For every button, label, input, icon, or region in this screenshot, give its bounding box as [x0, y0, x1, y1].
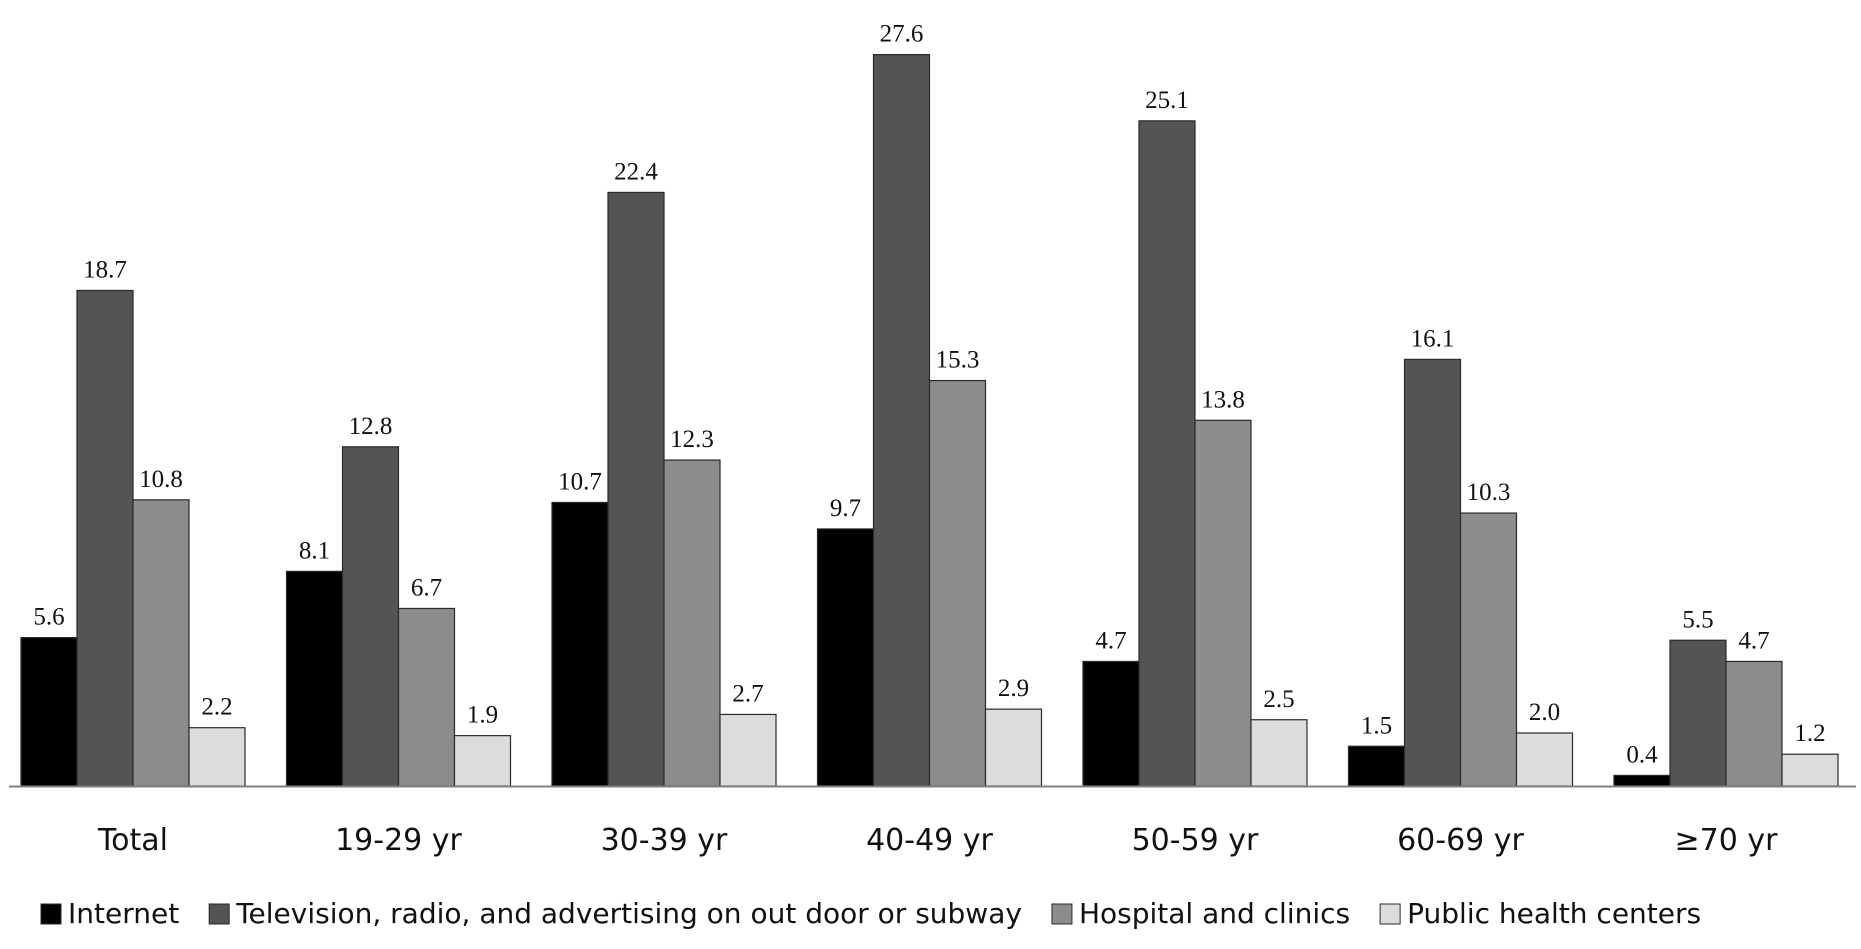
- value-label-public-health-centers-19-29-yr: 1.9: [467, 702, 498, 729]
- bar-internet-total: [20, 636, 78, 787]
- legend-swatch-public-health-centers: [1379, 903, 1401, 925]
- value-label-hospital-and-clinics-60-69-yr: 10.3: [1467, 479, 1511, 506]
- value-label-television-radio-and-advertising-on-out-door-or-subway-30-39-yr: 22.4: [614, 158, 658, 185]
- bar-hospital-and-clinics-40-49-yr: [928, 379, 987, 787]
- value-label-hospital-and-clinics-40-49-yr: 15.3: [936, 347, 980, 374]
- bar-internet-40-49-yr: [816, 528, 875, 787]
- bar-public-health-centers-40-49-yr: [984, 708, 1043, 787]
- value-label-public-health-centers-40-49-yr: 2.9: [998, 675, 1029, 702]
- legend-label-internet: Internet: [68, 897, 179, 930]
- bar-television-radio-and-advertising-on-out-door-or-subway-60-69-yr: [1403, 358, 1462, 787]
- value-label-public-health-centers-50-59-yr: 2.5: [1263, 686, 1294, 713]
- bar-television-radio-and-advertising-on-out-door-or-subway-19-29-yr: [341, 446, 400, 787]
- legend-label-television-radio-and-advertising-on-out-door-or-subway: Television, radio, and advertising on ou…: [235, 897, 1022, 930]
- value-label-television-radio-and-advertising-on-out-door-or-subway-60-69-yr: 16.1: [1411, 325, 1455, 352]
- bar-television-radio-and-advertising-on-out-door-or-subway-30-39-yr: [607, 191, 665, 787]
- bar-hospital-and-clinics-50-59-yr: [1194, 419, 1252, 787]
- category-label-30-39-yr: 30-39 yr: [601, 823, 728, 858]
- value-label-internet-ge70-yr: 0.4: [1626, 741, 1658, 768]
- bar-television-radio-and-advertising-on-out-door-or-subway-40-49-yr: [872, 53, 931, 787]
- bar-hospital-and-clinics-30-39-yr: [663, 459, 721, 787]
- value-label-television-radio-and-advertising-on-out-door-or-subway-19-29-yr: 12.8: [349, 413, 393, 440]
- legend-label-public-health-centers: Public health centers: [1407, 897, 1701, 930]
- bar-internet-60-69-yr: [1347, 745, 1406, 787]
- value-label-television-radio-and-advertising-on-out-door-or-subway-40-49-yr: 27.6: [880, 21, 924, 48]
- value-label-internet-19-29-yr: 8.1: [299, 537, 330, 564]
- category-label-60-69-yr: 60-69 yr: [1397, 823, 1524, 858]
- value-label-public-health-centers-total: 2.2: [201, 694, 232, 721]
- value-label-hospital-and-clinics-19-29-yr: 6.7: [411, 574, 442, 601]
- bar-hospital-and-clinics-ge70-yr: [1725, 660, 1783, 787]
- bar-internet-50-59-yr: [1082, 660, 1140, 787]
- value-label-public-health-centers-30-39-yr: 2.7: [732, 680, 763, 707]
- category-label-total: Total: [97, 823, 168, 858]
- bar-public-health-centers-60-69-yr: [1515, 732, 1574, 787]
- value-label-television-radio-and-advertising-on-out-door-or-subway-total: 18.7: [83, 256, 127, 283]
- value-label-internet-total: 5.6: [33, 604, 64, 631]
- bar-internet-30-39-yr: [551, 501, 609, 787]
- bar-television-radio-and-advertising-on-out-door-or-subway-total: [76, 289, 134, 787]
- value-label-internet-50-59-yr: 4.7: [1095, 627, 1126, 654]
- bar-hospital-and-clinics-total: [132, 499, 190, 787]
- value-label-public-health-centers-ge70-yr: 1.2: [1794, 720, 1825, 747]
- category-label-19-29-yr: 19-29 yr: [335, 823, 462, 858]
- value-label-hospital-and-clinics-30-39-yr: 12.3: [670, 426, 714, 453]
- bars-group: [20, 53, 1839, 787]
- category-labels-group: Total 19-29 yr 30-39 yr 40-49 yr 50-59 yr 60-…: [97, 823, 1778, 858]
- value-label-television-radio-and-advertising-on-out-door-or-subway-ge70-yr: 5.5: [1682, 606, 1713, 633]
- bar-hospital-and-clinics-19-29-yr: [397, 607, 456, 787]
- value-label-hospital-and-clinics-ge70-yr: 4.7: [1738, 627, 1769, 654]
- value-label-internet-30-39-yr: 10.7: [558, 468, 602, 495]
- legend-swatch-hospital-and-clinics: [1051, 903, 1073, 925]
- value-label-public-health-centers-60-69-yr: 2.0: [1529, 699, 1560, 726]
- legend: Internet Television, radio, and advertisi…: [40, 897, 1701, 930]
- value-labels-group: 5.6 18.7 10.8 2.2 8.1 12.8 6.7 1.9 10.7 22.4 12.3 2…: [33, 21, 1825, 769]
- legend-swatch-internet: [40, 903, 62, 925]
- bar-public-health-centers-total: [188, 727, 246, 787]
- bar-internet-19-29-yr: [285, 570, 344, 787]
- bar-television-radio-and-advertising-on-out-door-or-subway-50-59-yr: [1138, 120, 1196, 787]
- value-label-internet-40-49-yr: 9.7: [830, 495, 861, 522]
- bar-public-health-centers-50-59-yr: [1250, 719, 1308, 787]
- category-label-50-59-yr: 50-59 yr: [1132, 823, 1259, 858]
- value-label-hospital-and-clinics-50-59-yr: 13.8: [1201, 386, 1245, 413]
- value-label-hospital-and-clinics-total: 10.8: [139, 466, 183, 493]
- value-label-television-radio-and-advertising-on-out-door-or-subway-50-59-yr: 25.1: [1145, 87, 1189, 114]
- bar-public-health-centers-19-29-yr: [453, 735, 512, 787]
- category-label-40-49-yr: 40-49 yr: [866, 823, 993, 858]
- bar-public-health-centers-30-39-yr: [719, 713, 777, 787]
- bar-television-radio-and-advertising-on-out-door-or-subway-ge70-yr: [1669, 639, 1727, 787]
- category-label-ge70-yr: ≥70 yr: [1675, 823, 1779, 858]
- bar-hospital-and-clinics-60-69-yr: [1459, 512, 1518, 787]
- legend-label-hospital-and-clinics: Hospital and clinics: [1079, 897, 1350, 930]
- bar-public-health-centers-ge70-yr: [1781, 753, 1839, 787]
- legend-swatch-television-radio-and-advertising-on-out-door-or-subway: [208, 903, 230, 925]
- bar-internet-ge70-yr: [1613, 774, 1671, 787]
- value-label-internet-60-69-yr: 1.5: [1361, 712, 1392, 739]
